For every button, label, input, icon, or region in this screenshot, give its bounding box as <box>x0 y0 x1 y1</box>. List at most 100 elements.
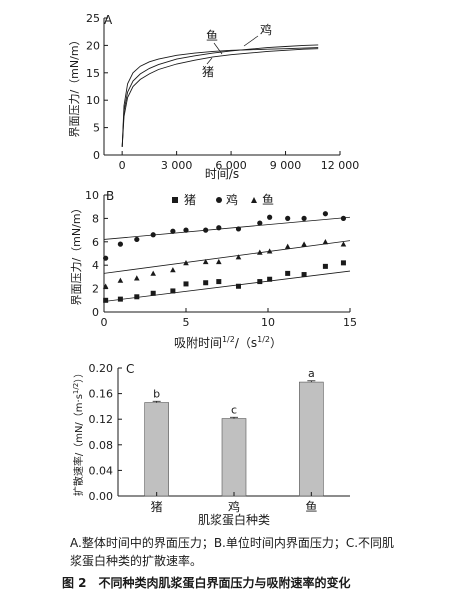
chart-b-ytick-label: 10 <box>85 189 99 202</box>
chart-b-point-chicken <box>257 220 263 226</box>
chart-b-point-pig <box>134 294 140 300</box>
chart-b-point-pig <box>340 260 346 266</box>
series-label-fish: 鱼 <box>206 29 218 43</box>
chart-b-point-fish <box>340 241 347 247</box>
chart-b-point-chicken <box>203 227 209 233</box>
chart-c-bar <box>144 402 169 497</box>
chart-c-ytick-label: 0.16 <box>89 388 114 401</box>
chart-b-point-pig <box>183 281 189 287</box>
chart-a-xtick-label: 6 000 <box>215 159 247 172</box>
figure-title: 图 2 不同种类肉肌浆蛋白界面压力与吸附速率的变化 <box>62 576 351 590</box>
chart-b-point-fish <box>150 270 156 276</box>
series-label-pig-leader <box>206 57 213 65</box>
series-label-pig: 猪 <box>202 65 214 79</box>
chart-b-point-chicken <box>340 215 347 221</box>
chart-a-ytick-label: 5 <box>93 122 100 135</box>
legend-marker-pig <box>172 197 178 203</box>
panel-label-a: A <box>104 13 113 27</box>
chart-c-ytick-label: 0.04 <box>89 464 114 477</box>
chart-b-point-chicken <box>134 236 140 243</box>
chart-b-point-fish <box>170 267 176 273</box>
chart-b-point-fish <box>117 277 124 283</box>
chart-b-ylabel: 界面压力/（mN/m） <box>70 202 83 305</box>
chart-c-bar <box>221 418 247 497</box>
chart-b-point-chicken <box>235 226 242 232</box>
chart-b-point-fish <box>284 243 291 249</box>
chart-a-ytick-label: 15 <box>86 67 100 80</box>
chart-c-ylabel-exponent: 1/2 <box>72 383 80 394</box>
chart-b-xtick-label: 15 <box>343 316 357 329</box>
legend-label-fish: 鱼 <box>262 193 274 207</box>
chart-b-point-fish <box>257 249 263 255</box>
chart-b-legend: 猪 鸡 鱼 <box>172 192 274 207</box>
chart-b-xlabel-unit-exponent: 1/2 <box>257 335 270 344</box>
chart-b-xlabel-exponent: 1/2 <box>222 335 235 344</box>
chart-c-xlabel: 肌浆蛋白种类 <box>198 512 270 527</box>
chart-a-line-fish <box>121 47 319 147</box>
chart-c-category-label: 鱼 <box>305 500 317 514</box>
chart-c-significance-label: b <box>153 387 160 400</box>
chart-b-point-pig <box>235 283 241 289</box>
legend-label-chicken: 鸡 <box>226 192 238 207</box>
series-label-fish-leader <box>213 42 223 55</box>
chart-a: A 0 3 000 6 000 9 000 12 000 0 5 10 15 20 25 鱼 鸡 猪… <box>68 12 360 181</box>
chart-b-xtick-label: 10 <box>261 316 275 329</box>
chart-b-point-chicken <box>267 214 273 220</box>
chart-b-point-chicken <box>285 215 291 221</box>
chart-b-point-chicken <box>117 241 123 247</box>
chart-a-ylabel: 界面压力/（mN/m） <box>68 34 81 137</box>
chart-b-point-fish <box>134 275 140 281</box>
chart-b-point-pig <box>216 279 222 285</box>
chart-b-xlabel-unit: /（s <box>235 336 257 350</box>
chart-a-line-chicken <box>121 44 319 147</box>
chart-a-ytick-label: 10 <box>86 94 100 107</box>
chart-c-ytick-label: 0.12 <box>89 413 114 426</box>
chart-b-point-pig <box>170 288 176 294</box>
chart-a-xtick-label: 12 000 <box>321 159 360 172</box>
chart-b-point-pig <box>203 280 209 286</box>
chart-a-ytick-label: 25 <box>86 12 100 25</box>
chart-b-point-fish <box>235 254 242 260</box>
legend-label-pig: 猪 <box>184 193 196 207</box>
chart-b-ytick-label: 4 <box>92 259 99 272</box>
chart-b-ytick-label: 8 <box>92 212 99 225</box>
panel-label-b: B <box>106 189 114 203</box>
chart-c-bar <box>299 381 324 497</box>
chart-a-xlabel: 时间/s <box>205 167 239 181</box>
chart-b-point-chicken <box>183 227 189 233</box>
chart-a-xtick-label: 0 <box>119 159 126 172</box>
chart-c-ylabel-end: ）） <box>73 368 85 383</box>
chart-b-xlabel-end: ） <box>270 336 282 350</box>
series-label-chicken: 鸡 <box>260 22 272 37</box>
chart-b-point-chicken <box>103 255 109 261</box>
chart-b-fit-chicken <box>103 216 351 240</box>
chart-b-xlabel-main: 吸附时间 <box>174 336 222 350</box>
chart-b-point-fish <box>183 260 189 266</box>
chart-c-ylabel-main: 扩散速率/（mN/（m·s <box>72 394 85 496</box>
chart-c-ytick-label: 0.00 <box>89 490 114 503</box>
chart-a-ytick-label: 20 <box>86 39 100 52</box>
chart-b-ytick-label: 0 <box>92 306 99 319</box>
chart-a-xtick-label: 9 000 <box>270 159 302 172</box>
chart-b-point-chicken <box>150 232 156 238</box>
chart-b-point-fish <box>216 258 222 265</box>
series-label-chicken-leader <box>243 35 259 47</box>
chart-b-ytick-label: 6 <box>92 236 99 249</box>
chart-b-point-pig <box>150 290 156 296</box>
chart-b-point-pig <box>103 297 109 303</box>
chart-c-ylabel: 扩散速率/（mN/（m·s1/2）） <box>72 368 85 496</box>
chart-b-point-pig <box>301 272 307 278</box>
chart-b-point-pig <box>257 279 263 285</box>
chart-b-xlabel: 吸附时间1/2/（s1/2） <box>174 335 282 350</box>
chart-c-category-label: 猪 <box>151 500 163 514</box>
chart-c-ytick-label: 0.20 <box>89 362 114 375</box>
chart-c-category-label: 鸡 <box>228 499 240 514</box>
chart-c-significance-label: a <box>308 367 315 380</box>
chart-b-point-chicken <box>170 228 176 234</box>
chart-b-fit-fish <box>103 240 351 274</box>
chart-b-point-fish <box>266 248 273 254</box>
chart-b-point-chicken <box>301 215 307 221</box>
chart-b-ytick-label: 2 <box>92 283 99 296</box>
panel-label-c: C <box>126 362 134 376</box>
